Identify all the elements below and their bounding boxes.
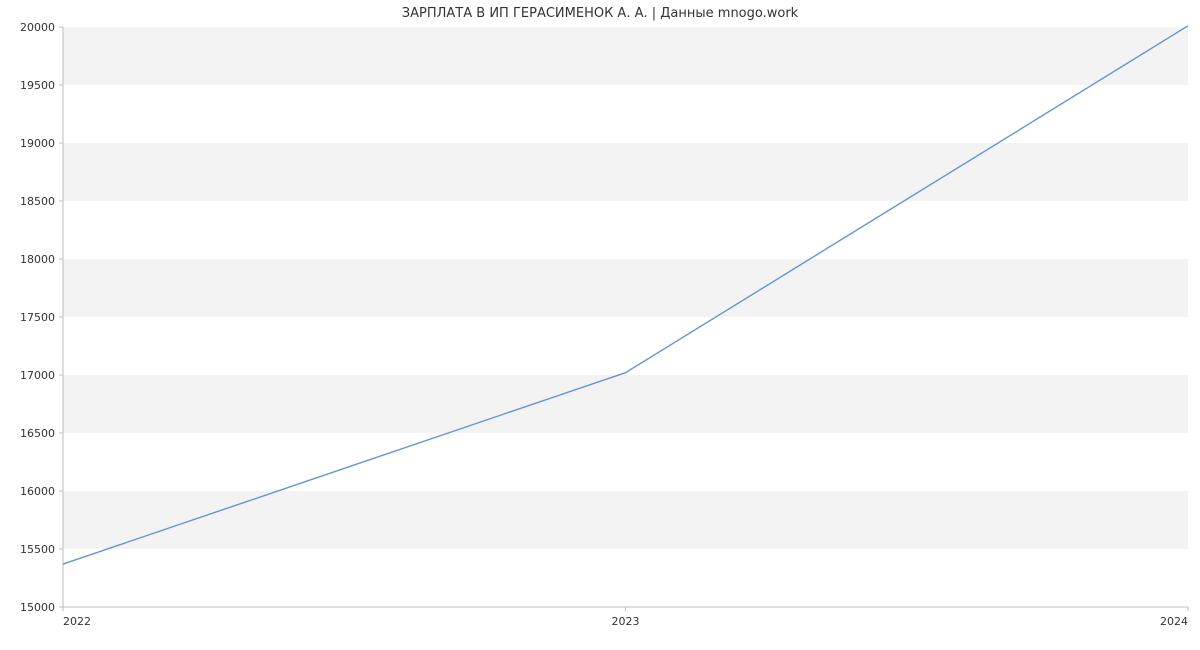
grid-band [63, 259, 1188, 317]
y-tick-label: 16000 [20, 485, 55, 498]
y-tick-label: 20000 [20, 21, 55, 34]
x-tick-label: 2023 [612, 615, 640, 628]
y-tick-label: 19000 [20, 137, 55, 150]
y-tick-label: 17500 [20, 311, 55, 324]
x-tick-label: 2024 [1160, 615, 1188, 628]
y-tick-label: 16500 [20, 427, 55, 440]
y-tick-label: 17000 [20, 369, 55, 382]
grid-band [63, 143, 1188, 201]
y-tick-label: 18000 [20, 253, 55, 266]
chart-container: ЗАРПЛАТА В ИП ГЕРАСИМЕНОК А. А. | Данные… [0, 0, 1200, 650]
y-tick-label: 19500 [20, 79, 55, 92]
grid-band [63, 27, 1188, 85]
grid-band [63, 491, 1188, 549]
line-chart: 15000 15500 16000 16500 17000 17500 18000 18500… [0, 0, 1200, 650]
y-tick-label: 18500 [20, 195, 55, 208]
y-tick-label: 15500 [20, 543, 55, 556]
x-tick-label: 2022 [63, 615, 91, 628]
grid-band [63, 375, 1188, 433]
y-tick-label: 15000 [20, 601, 55, 614]
